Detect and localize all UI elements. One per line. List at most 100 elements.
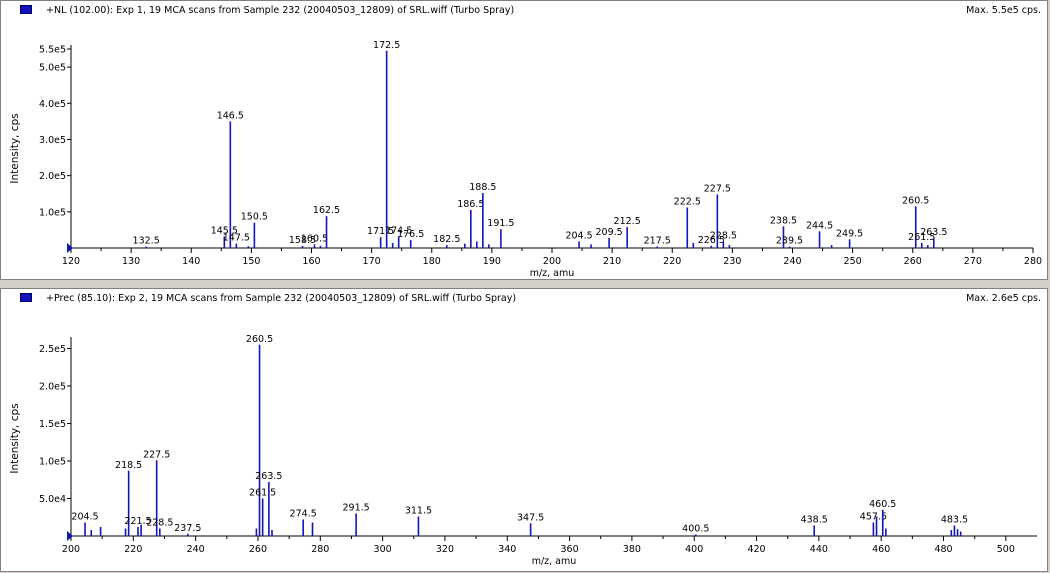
peak-label: 209.5 (596, 227, 623, 238)
x-tick-label: 230 (723, 256, 741, 267)
y-tick-label: 5.5e5 (39, 45, 66, 56)
peak-label: 291.5 (343, 503, 370, 514)
x-tick-label: 190 (483, 256, 501, 267)
y-tick-label: 3.0e5 (39, 135, 66, 146)
peak-label: 228.5 (146, 518, 173, 529)
peak-label: 174.5 (385, 225, 412, 236)
x-tick-label: 120 (62, 256, 80, 267)
series-color-swatch-icon (20, 5, 32, 14)
peak-label: 218.5 (115, 460, 142, 471)
peak-label: 132.5 (133, 236, 160, 247)
peak-label: 238.5 (770, 215, 797, 226)
y-axis-title: Intensity, cps (9, 403, 21, 473)
baseline-marker-icon (67, 531, 73, 541)
peak-label: 191.5 (487, 218, 514, 229)
peak-label: 227.5 (143, 449, 170, 460)
peak-label: 460.5 (869, 499, 896, 510)
peak-label: 457.5 (860, 512, 887, 523)
peak-label: 483.5 (941, 515, 968, 526)
x-tick-label: 150 (242, 256, 260, 267)
series-color-swatch-icon (20, 293, 32, 302)
peak-label: 244.5 (806, 220, 833, 231)
x-tick-label: 160 (302, 256, 320, 267)
peak-label: 438.5 (801, 515, 828, 526)
x-tick-label: 420 (747, 544, 765, 555)
peak-label: 227.5 (704, 183, 731, 194)
peak-label: 171.5 (367, 226, 394, 237)
spectrum-title: +Prec (85.10): Exp 2, 19 MCA scans from … (46, 293, 517, 304)
x-tick-label: 130 (122, 256, 140, 267)
y-tick-label: 2.0e5 (39, 382, 66, 393)
x-tick-label: 240 (187, 544, 205, 555)
x-tick-label: 200 (62, 544, 80, 555)
x-tick-label: 380 (623, 544, 641, 555)
peak-label: 182.5 (433, 234, 460, 245)
y-tick-label: 1.0e5 (39, 207, 66, 218)
x-tick-label: 220 (663, 256, 681, 267)
peak-label: 160.5 (301, 233, 328, 244)
x-tick-label: 240 (783, 256, 801, 267)
spectrum-title: +NL (102.00): Exp 1, 19 MCA scans from S… (46, 5, 515, 16)
peak-label: 237.5 (174, 523, 201, 534)
peak-label: 261.5 (249, 488, 276, 499)
peak-label: 226.5 (698, 235, 725, 246)
peak-label: 172.5 (373, 40, 400, 51)
peak-label: 150.5 (241, 212, 268, 223)
x-axis-title: m/z, amu (532, 556, 577, 567)
peak-label: 145.5 (211, 225, 238, 236)
peak-label: 221.5 (124, 516, 151, 527)
peak-label: 204.5 (565, 230, 592, 241)
x-tick-label: 210 (603, 256, 621, 267)
peak-label: 188.5 (469, 182, 496, 193)
max-intensity-label: Max. 2.6e5 cps. (966, 293, 1041, 304)
x-axis-title: m/z, amu (530, 268, 575, 279)
y-tick-label: 2.5e5 (39, 344, 66, 355)
spectrum-panel-prec[interactable]: +Prec (85.10): Exp 2, 19 MCA scans from … (0, 288, 1048, 572)
x-tick-label: 170 (363, 256, 381, 267)
x-tick-label: 400 (685, 544, 703, 555)
baseline-marker-icon (67, 243, 73, 253)
spectrum-panel-nl[interactable]: +NL (102.00): Exp 1, 19 MCA scans from S… (0, 0, 1048, 280)
peak-label: 260.5 (246, 334, 273, 345)
peak-label: 311.5 (405, 506, 432, 517)
peak-label: 249.5 (836, 228, 863, 239)
peak-label: 239.5 (776, 236, 803, 247)
spectrum-plot[interactable]: 200 220 240 260 280 300 320 340 360 380 400 420 440 4… (1, 289, 1049, 573)
x-tick-label: 300 (374, 544, 392, 555)
x-tick-label: 480 (934, 544, 952, 555)
x-tick-label: 360 (561, 544, 579, 555)
peak-label: 176.5 (397, 229, 424, 240)
peak-label: 260.5 (902, 195, 929, 206)
peak-label: 400.5 (682, 524, 709, 535)
peak-label: 347.5 (517, 512, 544, 523)
y-axis-title: Intensity, cps (9, 113, 21, 183)
x-tick-label: 220 (124, 544, 142, 555)
y-tick-label: 2.0e5 (39, 171, 66, 182)
x-tick-label: 260 (904, 256, 922, 267)
peak-label: 274.5 (290, 509, 317, 520)
x-tick-label: 500 (997, 544, 1015, 555)
x-tick-label: 280 (1024, 256, 1042, 267)
peak-label: 212.5 (614, 216, 641, 227)
x-tick-label: 320 (436, 544, 454, 555)
y-tick-label: 1.5e5 (39, 419, 66, 430)
y-tick-label: 5.0e5 (39, 63, 66, 74)
y-tick-label: 4.0e5 (39, 99, 66, 110)
panel-header: +Prec (85.10): Exp 2, 19 MCA scans from … (1, 289, 1047, 309)
x-tick-label: 180 (423, 256, 441, 267)
x-tick-label: 270 (964, 256, 982, 267)
peak-label: 162.5 (313, 205, 340, 216)
x-tick-label: 200 (543, 256, 561, 267)
peak-label: 217.5 (644, 236, 671, 247)
peak-label: 147.5 (223, 233, 250, 244)
x-tick-label: 260 (249, 544, 267, 555)
y-tick-label: 5.0e4 (39, 494, 66, 505)
peak-label: 228.5 (710, 230, 737, 241)
max-intensity-label: Max. 5.5e5 cps. (966, 5, 1041, 16)
spectrum-plot[interactable]: 120 130 140 150 160 170 180 190 200 210 220 230 240 2… (1, 1, 1049, 281)
peak-label: 158.5 (289, 235, 316, 246)
x-tick-label: 460 (872, 544, 890, 555)
y-tick-label: 1.0e5 (39, 457, 66, 468)
x-tick-label: 250 (844, 256, 862, 267)
peak-label: 263.5 (255, 471, 282, 482)
